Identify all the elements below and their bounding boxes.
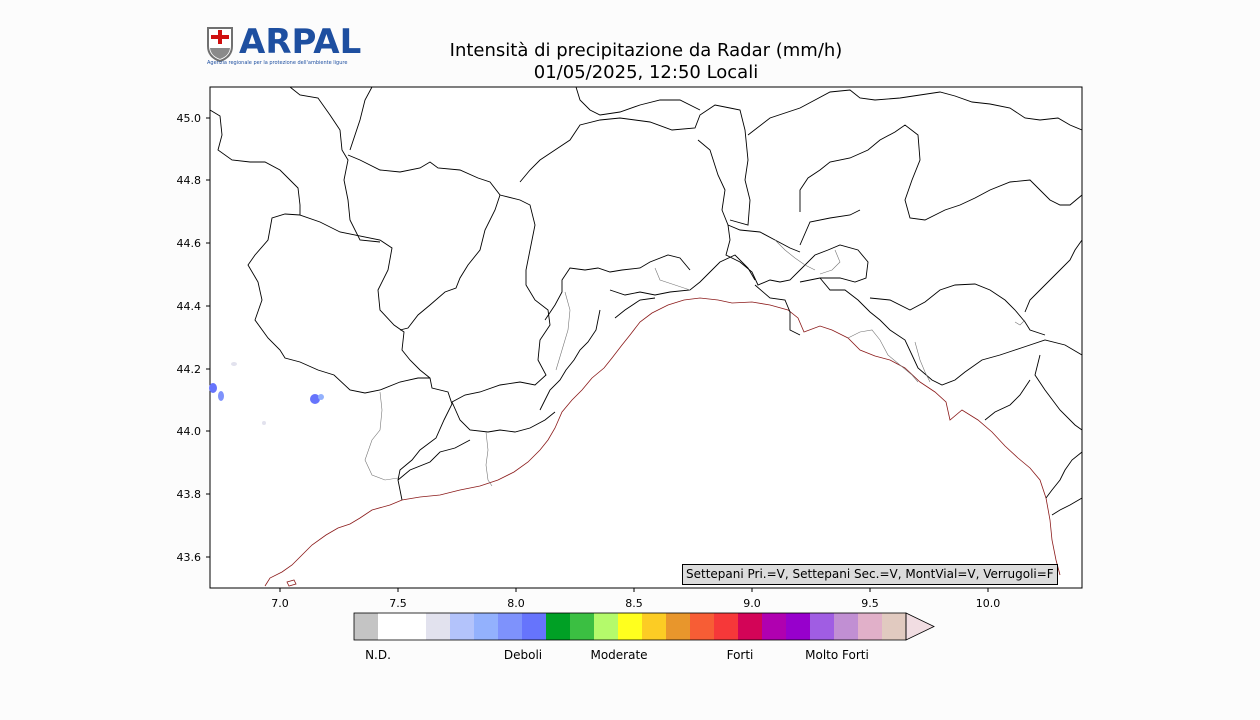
colorbar-segment bbox=[714, 613, 738, 640]
y-tick-label: 44.8 bbox=[177, 174, 202, 187]
y-tick-label: 45.0 bbox=[177, 112, 202, 125]
colorbar-segment bbox=[402, 613, 426, 640]
island bbox=[286, 579, 297, 587]
chart-title: Intensità di precipitazione da Radar (mm… bbox=[380, 40, 912, 84]
logo-tagline: Agenzia regionale per la protezione dell… bbox=[207, 60, 348, 66]
x-tick-label: 8.0 bbox=[507, 597, 525, 610]
title-line-1: Intensità di precipitazione da Radar (mm… bbox=[449, 40, 843, 61]
colorbar bbox=[353, 612, 935, 641]
x-tick-label: 10.0 bbox=[976, 597, 1001, 610]
colorbar-segment bbox=[762, 613, 786, 640]
x-tick-label: 9.5 bbox=[861, 597, 879, 610]
colorbar-segment bbox=[834, 613, 858, 640]
admin-boundaries bbox=[209, 86, 1083, 516]
y-tick-label: 44.4 bbox=[177, 300, 202, 313]
colorbar-segment bbox=[690, 613, 714, 640]
axis-ticks bbox=[206, 117, 989, 592]
colorbar-extend-arrow bbox=[905, 612, 935, 641]
colorbar-segment bbox=[474, 613, 498, 640]
inner-boundaries bbox=[364, 239, 1026, 487]
colorbar-segment bbox=[786, 613, 810, 640]
legend-label-deboli: Deboli bbox=[503, 648, 543, 662]
legend-label-forti: Forti bbox=[726, 648, 754, 662]
colorbar-segment bbox=[546, 613, 570, 640]
x-tick-label: 8.5 bbox=[625, 597, 643, 610]
y-tick-label: 44.6 bbox=[177, 237, 202, 250]
radar-echoes bbox=[209, 362, 324, 425]
coastline bbox=[264, 297, 1061, 587]
y-tick-label: 44.2 bbox=[177, 363, 202, 376]
colorbar-segment bbox=[570, 613, 594, 640]
legend-label-moderate: Moderate bbox=[590, 648, 648, 662]
colorbar-segment bbox=[522, 613, 546, 640]
colorbar-segment bbox=[810, 613, 834, 640]
x-tick-label: 7.0 bbox=[271, 597, 289, 610]
logo-wordmark: ARPAL bbox=[239, 22, 362, 62]
y-tick-label: 43.8 bbox=[177, 488, 202, 501]
colorbar-segment bbox=[354, 613, 378, 640]
colorbar-segment bbox=[882, 613, 906, 640]
colorbar-segment bbox=[858, 613, 882, 640]
x-tick-label: 9.0 bbox=[743, 597, 761, 610]
colorbar-segment bbox=[594, 613, 618, 640]
map-frame bbox=[209, 86, 1083, 589]
x-tick-label: 7.5 bbox=[389, 597, 407, 610]
colorbar-outline bbox=[353, 612, 907, 641]
legend-label-nd: N.D. bbox=[365, 648, 391, 662]
arpal-logo: ARPAL Agenzia regionale per la protezion… bbox=[205, 22, 365, 70]
colorbar-segment bbox=[498, 613, 522, 640]
colorbar-segment bbox=[426, 613, 450, 640]
y-tick-label: 44.0 bbox=[177, 425, 202, 438]
colorbar-segment bbox=[666, 613, 690, 640]
title-line-2: 01/05/2025, 12:50 Locali bbox=[533, 62, 759, 83]
colorbar-segment bbox=[450, 613, 474, 640]
y-tick-label: 43.6 bbox=[177, 551, 202, 564]
legend-label-molto-forti: Molto Forti bbox=[805, 648, 869, 662]
colorbar-segment bbox=[618, 613, 642, 640]
radar-status-box: Settepani Pri.=V, Settepani Sec.=V, Mont… bbox=[682, 564, 1058, 585]
colorbar-segment bbox=[378, 613, 402, 640]
colorbar-segment bbox=[642, 613, 666, 640]
colorbar-segment bbox=[738, 613, 762, 640]
arpal-shield-icon bbox=[207, 27, 233, 62]
